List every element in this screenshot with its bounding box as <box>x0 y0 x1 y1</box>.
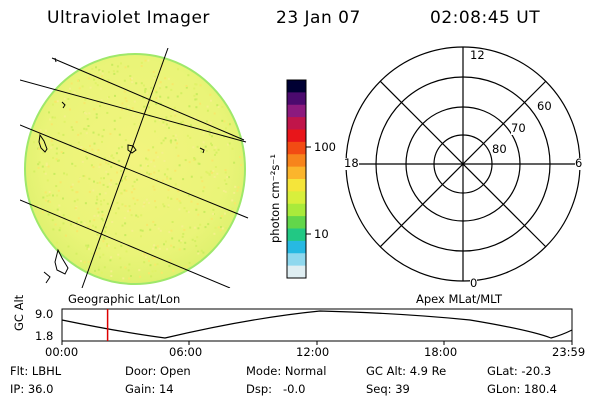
colorbar-segment <box>287 253 306 267</box>
observation-time: 02:08:45 UT <box>430 8 541 28</box>
earth-disk <box>24 53 246 285</box>
geo-panel-caption: Geographic Lat/Lon <box>68 292 181 306</box>
colorbar-segment <box>287 216 306 229</box>
status-door: Door: Open <box>125 364 191 378</box>
status-seq: Seq: 39 <box>366 382 410 396</box>
timeline-xtick-1200: 12:00 <box>296 345 330 359</box>
colorbar-tick-10: 10 <box>314 227 329 241</box>
status-glon: GLon: 180.4 <box>487 382 557 396</box>
mlat-label-70: 70 <box>511 121 526 135</box>
instrument-title: Ultraviolet Imager <box>47 8 210 28</box>
timeline-ytick-bottom: 1.8 <box>35 329 54 343</box>
mlt-label-18: 18 <box>344 156 359 170</box>
status-glat: GLat: -20.3 <box>487 364 552 378</box>
timeline-xtick-0000: 00:00 <box>45 345 79 359</box>
timeline-ylabel: GC Alt <box>12 294 26 331</box>
status-gc-alt: GC Alt: 4.9 Re <box>366 364 447 378</box>
status-dsp: Dsp: -0.0 <box>246 382 306 396</box>
colorbar-segment <box>287 80 306 93</box>
colorbar-segment <box>287 191 306 205</box>
colorbar-segment <box>287 92 306 106</box>
coastline <box>38 57 205 284</box>
geographic-grid <box>20 48 249 288</box>
status-mode: Mode: Normal <box>246 364 327 378</box>
colorbar-segment <box>287 117 306 130</box>
polar-panel-caption: Apex MLat/MLT <box>416 292 503 306</box>
colorbar-segment <box>287 129 306 143</box>
mlt-label-6: 6 <box>575 156 583 170</box>
status-gain: Gain: 14 <box>125 382 174 396</box>
observation-date: 23 Jan 07 <box>276 8 361 28</box>
colorbar-segment <box>287 203 306 217</box>
colorbar-segment <box>287 179 306 192</box>
emission-speckles <box>33 59 243 280</box>
timeline-xtick-1800: 18:00 <box>424 345 458 359</box>
colorbar-segment <box>287 141 306 155</box>
colorbar-segment <box>287 265 306 279</box>
status-filter: Flt: LBHL <box>10 364 62 378</box>
colorbar-segment <box>287 240 306 254</box>
mlat-label-80: 80 <box>492 142 507 156</box>
colorbar-segment <box>287 154 306 168</box>
timeline-ytick-top: 9.0 <box>35 307 54 321</box>
status-ip: IP: 36.0 <box>10 382 54 396</box>
mlt-label-0: 0 <box>470 276 478 290</box>
colorbar-tick-100: 100 <box>314 140 336 154</box>
color-bar-scale <box>287 80 306 279</box>
mlat-label-60: 60 <box>537 99 552 113</box>
timeline-xtick-2359: 23:59 <box>552 345 586 359</box>
colorbar-segment <box>287 166 306 180</box>
mlt-label-12: 12 <box>470 48 485 62</box>
gc-altitude-curve <box>61 310 573 339</box>
colorbar-segment <box>287 228 306 242</box>
timeline-xtick-0600: 06:00 <box>169 345 203 359</box>
colorbar-segment <box>287 104 306 118</box>
